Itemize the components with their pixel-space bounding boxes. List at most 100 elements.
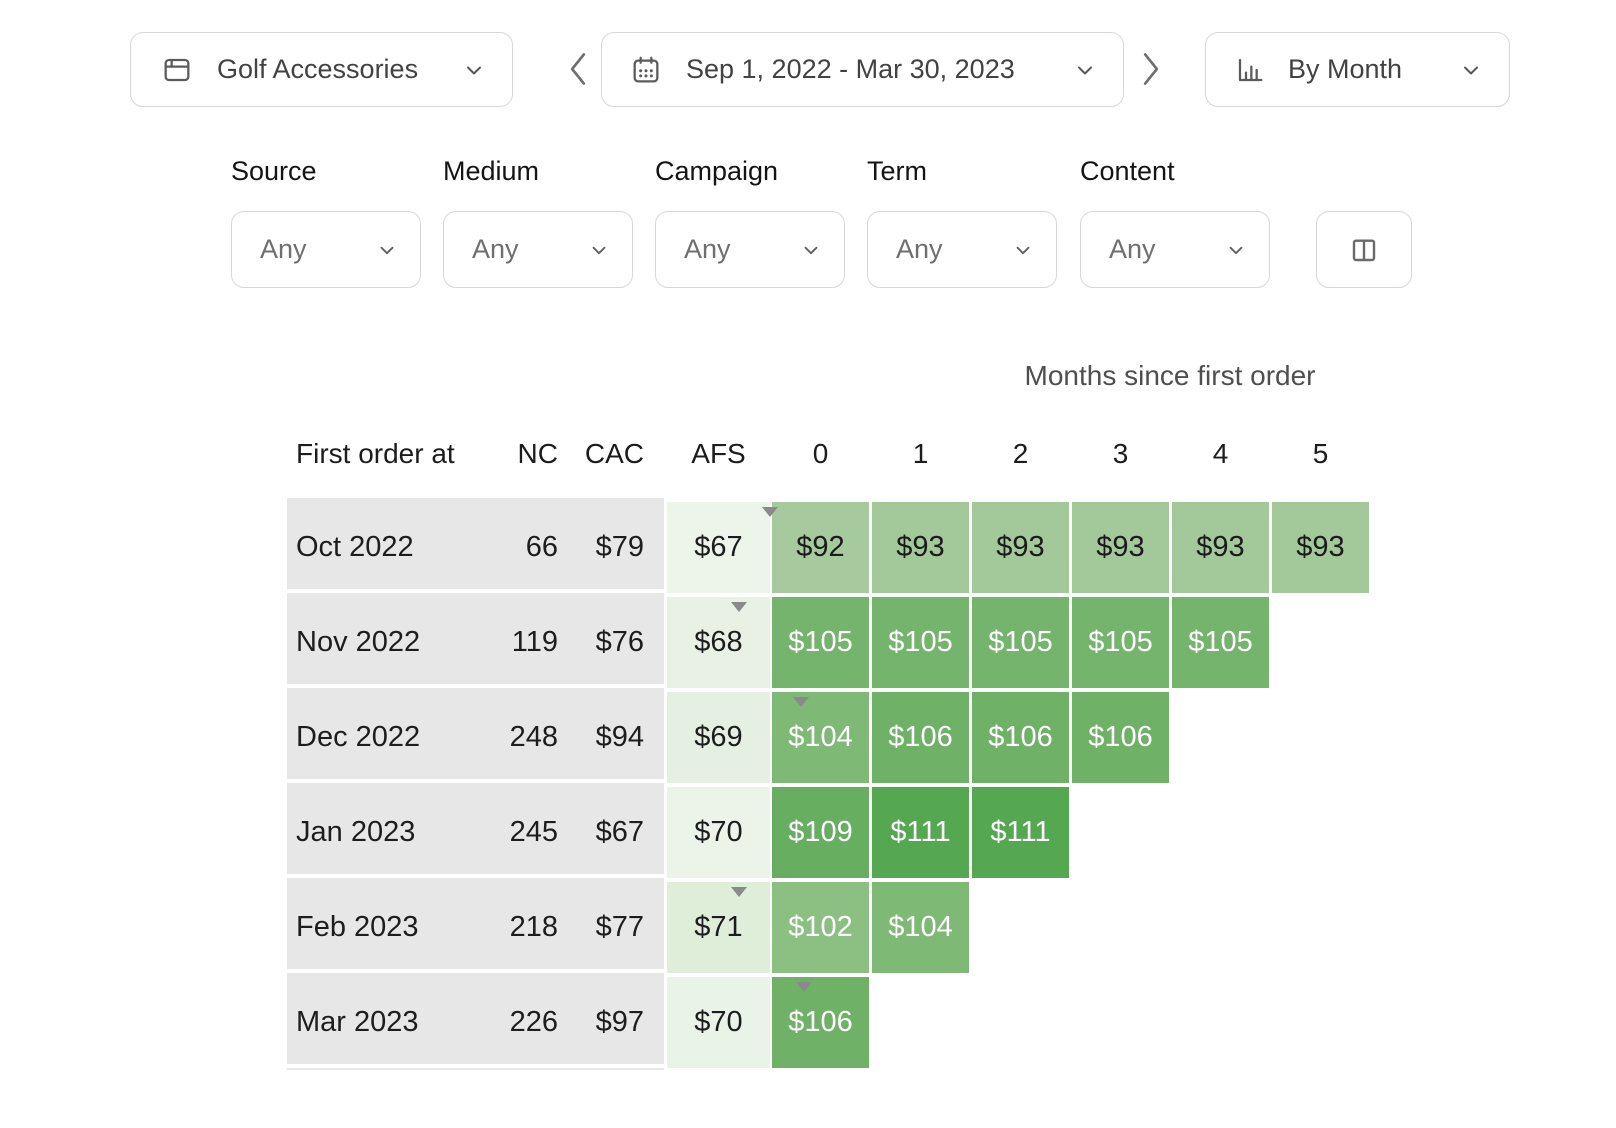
row-divider [287,498,664,589]
chevron-down-icon [1464,66,1478,74]
afs-cell: $70 [667,977,770,1068]
first-order-at-cell: Feb 2023 [296,911,419,943]
chevron-down-icon [380,246,394,254]
filter-value: Any [472,234,519,264]
date-range-button[interactable]: Sep 1, 2022 - Mar 30, 2023 [601,32,1124,107]
cohort-grid: Oct 2022 66 $79 $67 $92 $93 $93 $93 $93 $93 Nov 20… [287,498,1397,1112]
filter-label-content: Content [1080,156,1175,186]
afs-cell: $68 [667,597,770,688]
filter-select-campaign[interactable]: Any [655,211,845,288]
row-divider [287,878,664,969]
filter-label-term: Term [867,156,927,186]
col-header-month-3: 3 [1112,438,1129,469]
afs-cell: $70 [667,787,770,878]
ltv-cell: $93 [1072,502,1169,593]
filter-select-term[interactable]: Any [867,211,1057,288]
ltv-cell: $104 [872,882,969,973]
afs-cell: $71 [667,882,770,973]
filter-value: Any [896,234,943,264]
cac-cell: $79 [595,531,644,563]
col-header-month-4: 4 [1212,438,1229,469]
chevron-down-icon [1016,246,1030,254]
afs-cell: $67 [667,502,770,593]
cac-cell: $97 [595,1006,644,1038]
nc-cell: 245 [509,816,558,848]
filter-value: Any [684,234,731,264]
cac-cell: $76 [595,626,644,658]
chevron-down-icon [1229,246,1243,254]
split-columns-icon [1352,238,1376,261]
chevron-down-icon [804,246,818,254]
ltv-cell: $93 [972,502,1069,593]
filter-select-source[interactable]: Any [231,211,421,288]
first-order-at-cell: Nov 2022 [296,626,421,658]
chevron-down-icon [1078,66,1092,74]
granularity-button[interactable]: By Month [1205,32,1510,107]
col-header-cac: CAC [584,438,644,469]
filter-select-content[interactable]: Any [1080,211,1270,288]
ltv-cell: $92 [772,502,869,593]
cohort-row: Oct 2022 66 $79 $67 $92 $93 $93 $93 $93 $93 [287,498,1397,593]
granularity-label: By Month [1288,54,1403,84]
nc-cell: 248 [509,721,558,753]
ltv-cell: $106 [972,692,1069,783]
ltv-cell: $106 [772,977,869,1068]
report-selector-button[interactable]: Golf Accessories [130,32,513,107]
filter-select-medium[interactable]: Any [443,211,633,288]
window-icon [164,58,190,81]
payback-marker-icon [762,507,778,517]
table-bottom-divider [287,1068,664,1070]
payback-marker-icon [796,982,812,992]
months-since-first-order-title: Months since first order [1024,360,1316,391]
next-period-button[interactable] [1133,44,1169,94]
col-header-nc: NC [517,438,558,469]
row-divider [287,973,664,1064]
chevron-down-icon [467,66,481,74]
col-header-afs: AFS [691,438,746,469]
nc-cell: 226 [509,1006,558,1038]
col-header-month-0: 0 [812,438,829,469]
ltv-cell: $105 [1172,597,1269,688]
ltv-cell: $109 [772,787,869,878]
bar-chart-icon [1238,58,1263,81]
col-header-month-2: 2 [1012,438,1029,469]
payback-marker-icon [731,602,748,612]
ltv-cell: $111 [872,787,969,878]
cohort-row: Feb 2023 218 $77 $71 $102 $104 [287,878,1397,973]
first-order-at-cell: Jan 2023 [296,816,416,848]
filter-value: Any [260,234,307,264]
ltv-cell: $105 [772,597,869,688]
ltv-cell: $105 [972,597,1069,688]
filter-label-source: Source [231,156,317,186]
cohort-row: Jan 2023 245 $67 $70 $109 $111 $111 [287,783,1397,878]
first-order-at-cell: Dec 2022 [296,721,421,753]
payback-marker-icon [731,887,748,897]
filter-label-campaign: Campaign [655,156,779,186]
row-divider [287,688,664,779]
ltv-cell: $105 [872,597,969,688]
ltv-cell: $111 [972,787,1069,878]
row-divider [287,593,664,684]
ltv-cell: $106 [872,692,969,783]
cohort-row: Mar 2023 226 $97 $70 $106 [287,973,1397,1068]
filter-label-medium: Medium [443,156,540,186]
cohort-row: Nov 2022 119 $76 $68 $105 $105 $105 $105 $105 [287,593,1397,688]
ltv-cell: $104 [772,692,869,783]
col-header-month-5: 5 [1312,438,1329,469]
first-order-at-cell: Oct 2022 [296,531,414,563]
column-settings-button[interactable] [1316,211,1412,288]
nc-cell: 218 [509,911,558,943]
chevron-left-icon [570,53,586,85]
ltv-cell: $93 [1172,502,1269,593]
nc-cell: 66 [525,531,558,563]
ltv-cell: $106 [1072,692,1169,783]
ltv-cell: $93 [872,502,969,593]
payback-marker-icon [793,697,810,707]
cac-cell: $94 [595,721,644,753]
chevron-right-icon [1143,53,1159,85]
prev-period-button[interactable] [560,44,596,94]
filter-value: Any [1109,234,1156,264]
ltv-cell: $93 [1272,502,1369,593]
chevron-down-icon [592,246,606,254]
